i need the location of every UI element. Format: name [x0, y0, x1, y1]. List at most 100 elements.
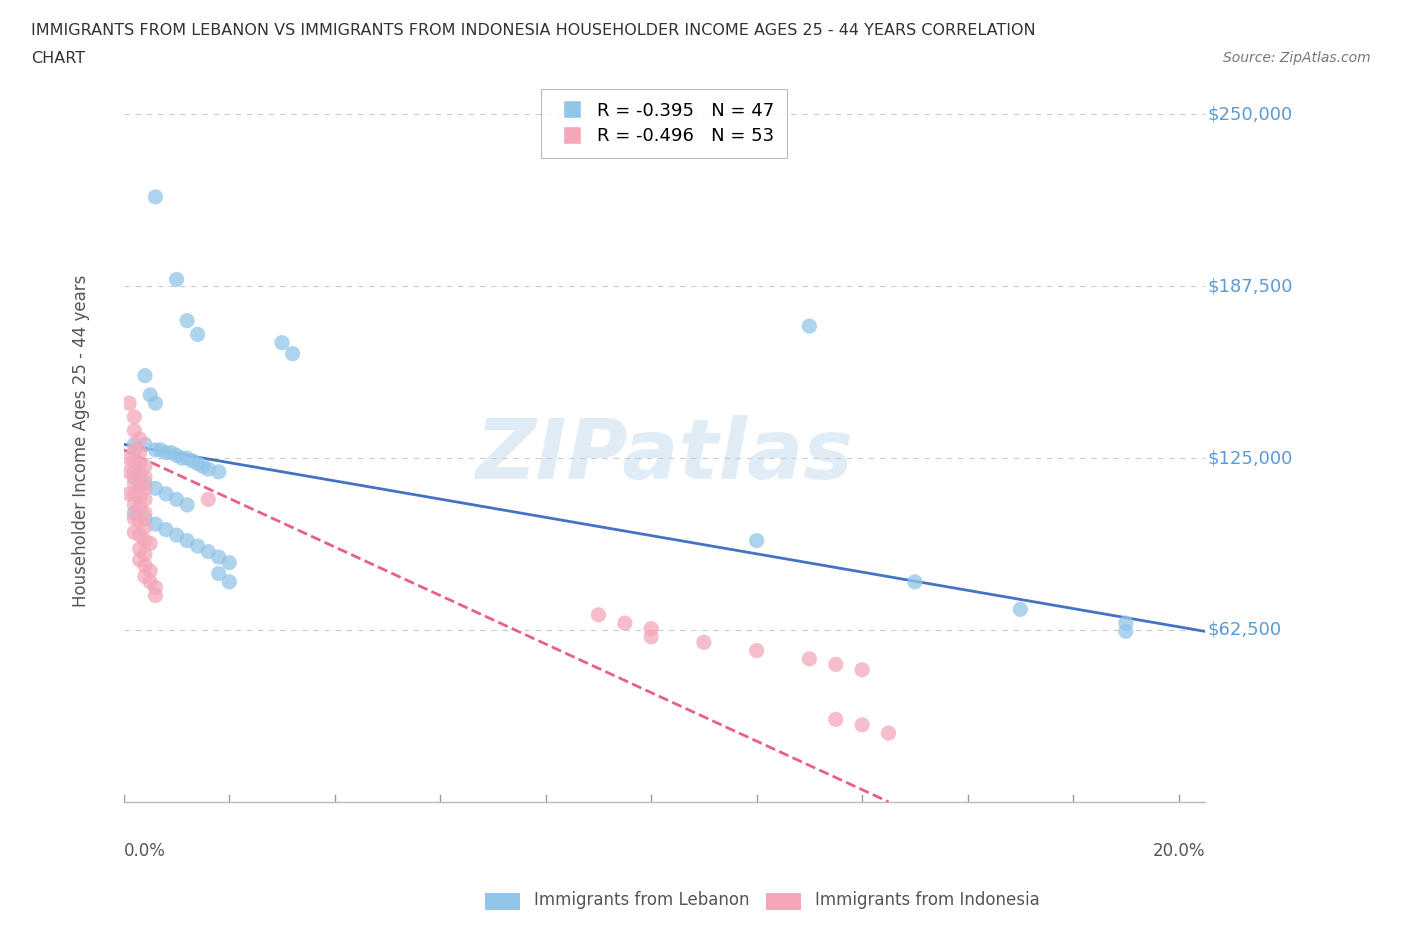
Point [134, 368, 156, 383]
Point [160, 445, 183, 460]
Point [218, 575, 240, 590]
Point [134, 437, 156, 452]
Point [139, 575, 162, 590]
Point [851, 717, 873, 732]
Point [124, 454, 146, 469]
Point [187, 457, 209, 472]
Point [155, 445, 177, 460]
Point [128, 478, 150, 493]
Point [118, 464, 141, 479]
Point [166, 272, 188, 286]
Point [139, 536, 162, 551]
Point [904, 575, 927, 590]
Point [155, 486, 177, 501]
Point [145, 588, 167, 603]
Point [128, 457, 150, 472]
Point [824, 657, 846, 671]
Point [124, 464, 146, 479]
Point [181, 454, 204, 469]
Point [145, 190, 167, 205]
Point [124, 423, 146, 438]
Point [128, 552, 150, 567]
Point [208, 464, 231, 479]
Point [134, 475, 156, 490]
Text: IMMIGRANTS FROM LEBANON VS IMMIGRANTS FROM INDONESIA HOUSEHOLDER INCOME AGES 25 : IMMIGRANTS FROM LEBANON VS IMMIGRANTS FR… [31, 23, 1036, 38]
Text: $187,500: $187,500 [1208, 277, 1292, 296]
Point [134, 512, 156, 526]
Point [187, 327, 209, 342]
Point [134, 533, 156, 548]
Point [588, 607, 610, 622]
Text: $62,500: $62,500 [1208, 621, 1281, 639]
Point [145, 580, 167, 595]
Point [124, 409, 146, 424]
Point [124, 443, 146, 458]
Point [149, 443, 172, 458]
Text: ZIPatlas: ZIPatlas [475, 415, 853, 496]
Point [124, 486, 146, 501]
Point [134, 492, 156, 507]
Point [170, 451, 193, 466]
Point [176, 498, 198, 512]
Point [824, 711, 846, 726]
Text: 20.0%: 20.0% [1153, 842, 1205, 859]
Point [124, 512, 146, 526]
Point [134, 569, 156, 584]
Text: Immigrants from Indonesia: Immigrants from Indonesia [815, 891, 1040, 910]
Point [197, 492, 219, 507]
Point [134, 547, 156, 562]
Point [128, 541, 150, 556]
Point [176, 313, 198, 328]
Point [197, 461, 219, 476]
Point [145, 395, 167, 410]
Point [640, 630, 662, 644]
Point [208, 550, 231, 565]
Text: Immigrants from Lebanon: Immigrants from Lebanon [534, 891, 749, 910]
Point [128, 432, 150, 446]
Point [128, 500, 150, 515]
Point [1115, 624, 1137, 639]
Point [799, 651, 821, 666]
Point [191, 458, 214, 473]
Point [1115, 616, 1137, 631]
Point [1010, 602, 1032, 617]
Point [124, 470, 146, 485]
Point [166, 527, 188, 542]
Point [124, 506, 146, 521]
Point [208, 566, 231, 581]
Point [134, 470, 156, 485]
Point [139, 564, 162, 578]
Point [197, 544, 219, 559]
Point [145, 443, 167, 458]
Point [877, 725, 900, 740]
Point [693, 635, 716, 650]
Point [118, 451, 141, 466]
Point [613, 616, 636, 631]
Point [145, 481, 167, 496]
Point [139, 388, 162, 403]
Point [124, 475, 146, 490]
Point [128, 527, 150, 542]
Point [124, 498, 146, 512]
Point [166, 448, 188, 463]
Text: CHART: CHART [31, 51, 84, 66]
Text: Householder Income Ages 25 - 44 years: Householder Income Ages 25 - 44 years [72, 274, 90, 607]
Point [118, 395, 141, 410]
Point [176, 533, 198, 548]
Point [124, 525, 146, 539]
Point [134, 520, 156, 535]
Point [155, 522, 177, 537]
Point [128, 489, 150, 504]
Point [128, 467, 150, 482]
Point [745, 533, 768, 548]
Legend: R = -0.395   N = 47, R = -0.496   N = 53: R = -0.395 N = 47, R = -0.496 N = 53 [541, 89, 787, 157]
Point [281, 346, 304, 361]
Point [799, 319, 821, 334]
Point [134, 458, 156, 473]
Point [187, 538, 209, 553]
Point [124, 437, 146, 452]
Point [134, 506, 156, 521]
Point [134, 481, 156, 496]
Point [128, 514, 150, 529]
Point [851, 662, 873, 677]
